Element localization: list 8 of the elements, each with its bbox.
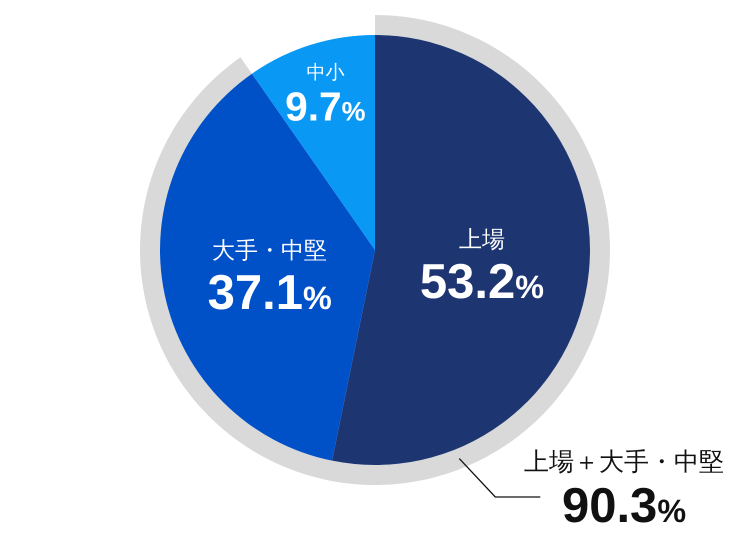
slice-label: 上場 bbox=[458, 226, 505, 252]
text: 上場＋大手・中堅 bbox=[524, 448, 724, 476]
slice-label: 中小 bbox=[306, 62, 344, 84]
slice-label: 大手・中堅 bbox=[212, 236, 328, 263]
data-label: 53.2% bbox=[420, 254, 544, 309]
data-label: 9.7% bbox=[285, 84, 366, 130]
text: 90.3% bbox=[562, 479, 686, 533]
data-label: 37.1% bbox=[208, 266, 332, 320]
